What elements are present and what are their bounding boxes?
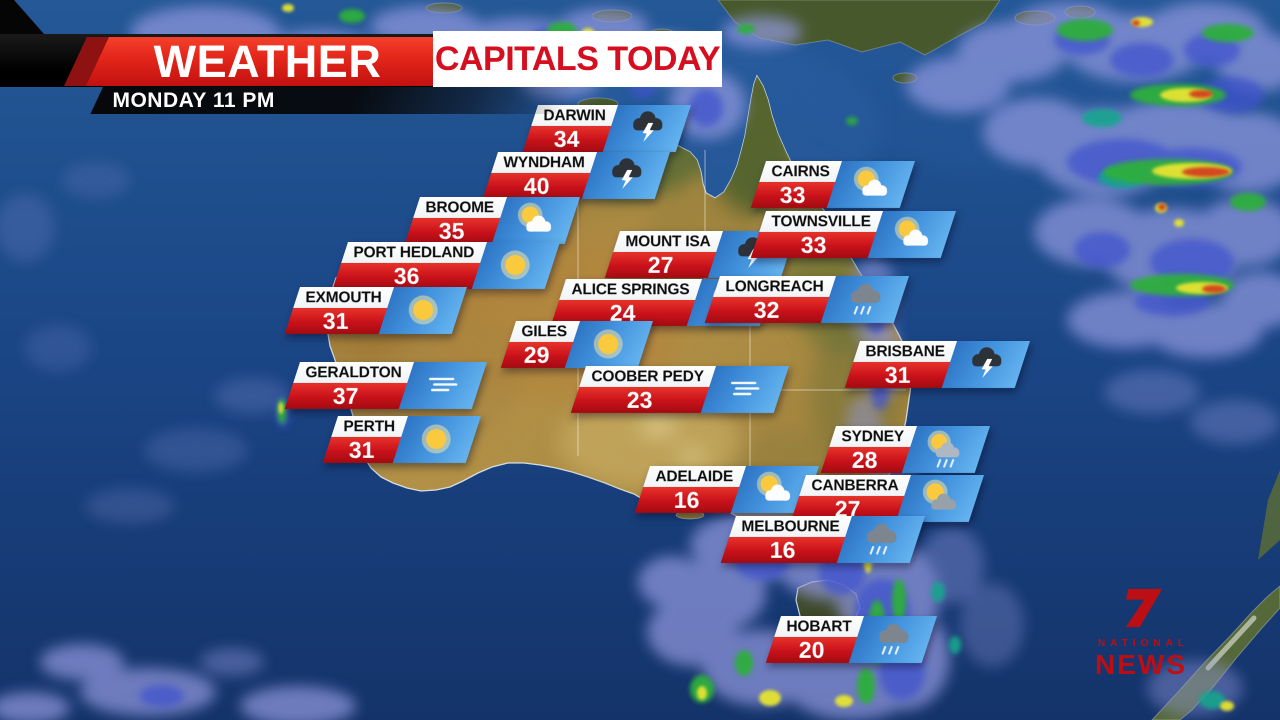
city-name-label: ADELAIDE [655,467,734,485]
city-badge-canberra: CANBERRA 27 [790,475,985,522]
city-badge-hobart: HOBART 20 [765,616,938,663]
weather-brand-label: WEATHER [153,36,382,87]
city-temperature-value: 31 [323,307,349,334]
city-badge-wyndham: WYNDHAM 40 [482,152,671,199]
city-temperature-value: 23 [627,386,653,413]
city-name-label: CANBERRA [811,476,899,494]
partly-cloudy-icon [889,215,935,255]
seven-network-logo-icon [1082,584,1200,637]
city-temperature-value: 20 [798,636,825,663]
city-temperature-value: 33 [800,231,827,258]
storm-icon [624,109,670,149]
city-name-label: BROOME [425,198,495,216]
segment-title-box: CAPITALS TODAY [433,31,722,87]
city-name-label: LONGREACH [725,277,824,295]
city-name-label: PORT HEDLAND [353,243,475,261]
city-temperature-value: 28 [852,446,879,473]
city-badge-coober-pedy: COOBER PEDY 23 [570,366,790,413]
city-temperature-value: 40 [523,172,550,199]
rain-icon [858,520,904,560]
sunny-icon [493,246,539,286]
segment-title: CAPITALS TODAY [434,40,721,78]
city-temperature-value: 32 [754,296,780,323]
city-temperature-value: 27 [647,251,674,278]
city-badge-adelaide: ADELAIDE 16 [634,466,819,513]
city-temperature-value: 35 [439,217,466,244]
city-name-label: EXMOUTH [305,288,382,306]
city-name-label: HOBART [786,617,852,635]
partly-cloudy-icon [512,201,558,241]
city-name-label: ALICE SPRINGS [571,280,690,298]
city-temperature-value: 16 [770,536,796,563]
channel-watermark: NATIONAL NEWS [1082,584,1200,681]
rain-icon [842,280,888,320]
partly-cloudy-icon [848,165,894,205]
storm-icon [963,345,1009,385]
city-temperature-value: 36 [393,262,420,289]
city-name-label: SYDNEY [841,427,905,445]
city-temperature-value: 16 [673,486,700,513]
city-temperature-value: 31 [348,436,375,463]
city-badge-brisbane: BRISBANE 31 [844,341,1031,388]
city-name-label: MOUNT ISA [625,232,711,250]
watermark-news-label: NEWS [1095,649,1187,680]
rain-icon [870,620,916,660]
timestamp-label: MONDAY 11 PM [112,88,276,112]
city-badge-cairns: CAIRNS 33 [750,161,916,208]
timestamp-bar: MONDAY 11 PM [90,87,575,114]
corner-wedge [0,0,44,34]
city-badge-geraldton: GERALDTON 37 [284,362,488,409]
sun-shower-icon [922,429,968,470]
windy-icon [420,366,466,406]
city-name-label: GILES [521,322,568,340]
radar-rain-red [883,20,1230,551]
city-badge-giles: GILES 29 [500,321,653,368]
weather-brand-banner: WEATHER [86,37,433,86]
city-name-label: CAIRNS [771,162,830,180]
city-badge-exmouth: EXMOUTH 31 [284,287,468,334]
city-badge-broome: BROOME 35 [404,197,580,244]
city-temperature-value: 29 [523,341,550,368]
city-temperature-value: 33 [780,181,806,208]
windy-icon [722,370,768,410]
header-banner: WEATHER CAPITALS TODAY MONDAY 11 PM [0,0,1280,120]
partly-cloudy-icon [752,470,798,510]
city-badge-sydney: SYDNEY 28 [820,426,990,473]
city-badge-longreach: LONGREACH 32 [704,276,910,323]
city-name-label: COOBER PEDY [591,367,704,385]
city-temperature-value: 37 [333,382,359,409]
city-temperature-value: 31 [884,361,911,388]
storm-icon [603,156,649,196]
city-name-label: BRISBANE [865,342,945,360]
city-name-label: WYNDHAM [503,153,585,171]
city-badge-perth: PERTH 31 [322,416,481,463]
city-temperature-value: 34 [554,125,580,152]
city-badge-melbourne: MELBOURNE 16 [720,516,926,563]
partly-cloudy-gray-icon [917,479,963,519]
city-badge-darwin: DARWIN 34 [522,105,692,152]
city-badge-townsville: TOWNSVILLE 33 [750,211,957,258]
watermark-national-label: NATIONAL [1098,638,1189,649]
sunny-icon [585,325,631,365]
city-name-label: MELBOURNE [741,517,840,535]
city-name-label: TOWNSVILLE [771,212,871,230]
city-name-label: PERTH [343,417,396,435]
city-badge-port-hedland: PORT HEDLAND 36 [332,242,560,289]
sunny-icon [413,420,459,460]
city-name-label: GERALDTON [305,363,402,381]
sunny-icon [400,291,446,331]
